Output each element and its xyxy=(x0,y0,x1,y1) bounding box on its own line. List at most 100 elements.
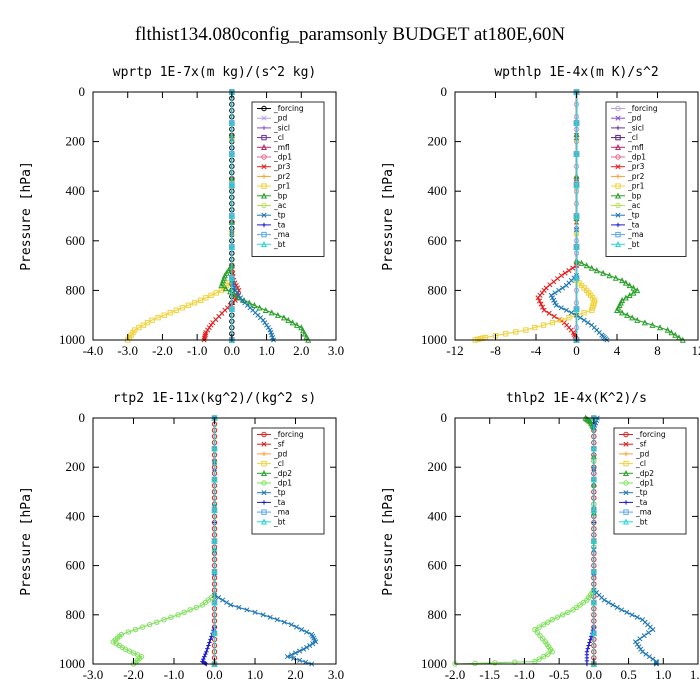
x-tick-label: -1.0 xyxy=(514,667,535,682)
series-point xyxy=(624,609,630,615)
legend-label: _bt xyxy=(273,517,286,526)
series-point xyxy=(588,307,595,313)
series-point xyxy=(558,317,565,323)
legend-item: _pd xyxy=(619,449,650,458)
series-point xyxy=(606,599,612,606)
legend-item: _tp xyxy=(619,488,648,497)
legend-marker xyxy=(615,154,621,160)
series-point xyxy=(672,331,679,338)
series-point xyxy=(540,322,547,328)
legend-marker xyxy=(261,490,267,496)
legend-item: _cl xyxy=(611,133,638,142)
legend-item: _sicl xyxy=(257,123,290,132)
series-point xyxy=(629,612,635,618)
series-point xyxy=(668,329,675,336)
series-point xyxy=(208,292,214,299)
series-point xyxy=(646,654,652,660)
series-point xyxy=(293,321,300,328)
series-point xyxy=(622,279,629,286)
y-tick-label: 600 xyxy=(66,558,86,573)
legend-label: _tp xyxy=(635,488,648,497)
x-tick-label: 3.0 xyxy=(328,667,344,682)
series-point xyxy=(629,314,636,321)
series-point xyxy=(203,295,209,301)
legend-item: _pr2 xyxy=(611,172,645,181)
legend-marker xyxy=(623,480,629,486)
legend-item: _mfl xyxy=(257,143,290,152)
legend-label: _tp xyxy=(273,488,286,497)
series-point xyxy=(639,649,646,655)
y-tick-label: 600 xyxy=(428,233,448,248)
y-tick-label: 1000 xyxy=(421,332,447,347)
legend-label: _sicl xyxy=(273,123,290,132)
legend-marker xyxy=(623,509,629,515)
series-point xyxy=(523,327,529,333)
legend-marker xyxy=(623,431,629,438)
series-point xyxy=(573,243,580,250)
legend-item: _ta xyxy=(257,498,285,507)
series-point xyxy=(211,476,218,483)
series-point xyxy=(645,630,652,636)
series-point xyxy=(578,259,585,266)
legend-marker xyxy=(261,174,267,179)
legend-label: _sicl xyxy=(627,123,644,132)
legend-marker xyxy=(261,509,267,515)
series-line xyxy=(454,418,595,665)
series-point xyxy=(206,325,212,331)
series-point xyxy=(549,295,556,301)
series-point xyxy=(290,655,297,662)
series-point xyxy=(228,274,235,281)
series-point xyxy=(228,305,235,312)
x-tick-label: 4 xyxy=(614,343,621,358)
series-point xyxy=(632,639,639,645)
series-point xyxy=(552,290,558,296)
series-point xyxy=(222,285,229,292)
legend-label: _pr3 xyxy=(273,162,291,171)
series-point xyxy=(565,609,571,616)
legend-label: _mfl xyxy=(627,143,644,152)
series-point xyxy=(173,307,180,313)
series-point xyxy=(125,629,132,635)
series-point xyxy=(298,324,305,331)
y-tick-label: 200 xyxy=(66,459,86,474)
series-point xyxy=(292,650,299,656)
series-point xyxy=(502,331,509,337)
series-point xyxy=(300,327,307,334)
legend-label: _forcing xyxy=(273,430,304,439)
series-point xyxy=(634,287,641,294)
legend-item: _bt xyxy=(619,517,648,526)
series-point xyxy=(210,320,216,326)
y-tick-label: 400 xyxy=(428,508,448,523)
series-dp1 xyxy=(452,415,597,667)
series-point xyxy=(179,305,186,311)
series-point xyxy=(573,604,580,611)
legend-marker xyxy=(261,480,267,486)
legend-item: _ma xyxy=(619,508,652,517)
x-tick-label: -0.5 xyxy=(549,667,570,682)
series-point xyxy=(211,537,218,544)
series-point xyxy=(154,619,160,625)
legend-item: _dp1 xyxy=(257,153,292,162)
legend-marker xyxy=(261,222,267,228)
x-tick-label: 2.0 xyxy=(287,667,303,682)
series-point xyxy=(234,290,240,296)
series-point xyxy=(267,614,273,620)
series-point xyxy=(540,653,547,660)
series-point xyxy=(187,607,193,613)
x-tick-label: -2.0 xyxy=(445,667,466,682)
series-point xyxy=(536,624,542,630)
series-point xyxy=(536,656,542,662)
legend-label: _pd xyxy=(273,449,288,458)
series-point xyxy=(256,304,263,311)
legend-item: _dp1 xyxy=(619,479,654,488)
series-point xyxy=(600,269,607,276)
series-point xyxy=(223,269,230,276)
series-point xyxy=(139,624,146,630)
legend-marker xyxy=(261,451,267,457)
legend: _forcing_sf_pd_cl_dp2_dp1_tp_ta_ma_bt xyxy=(251,427,325,535)
series-point xyxy=(303,333,310,340)
y-tick-label: 400 xyxy=(66,508,86,523)
series-point xyxy=(573,274,580,281)
legend-label: _ac xyxy=(627,201,640,210)
